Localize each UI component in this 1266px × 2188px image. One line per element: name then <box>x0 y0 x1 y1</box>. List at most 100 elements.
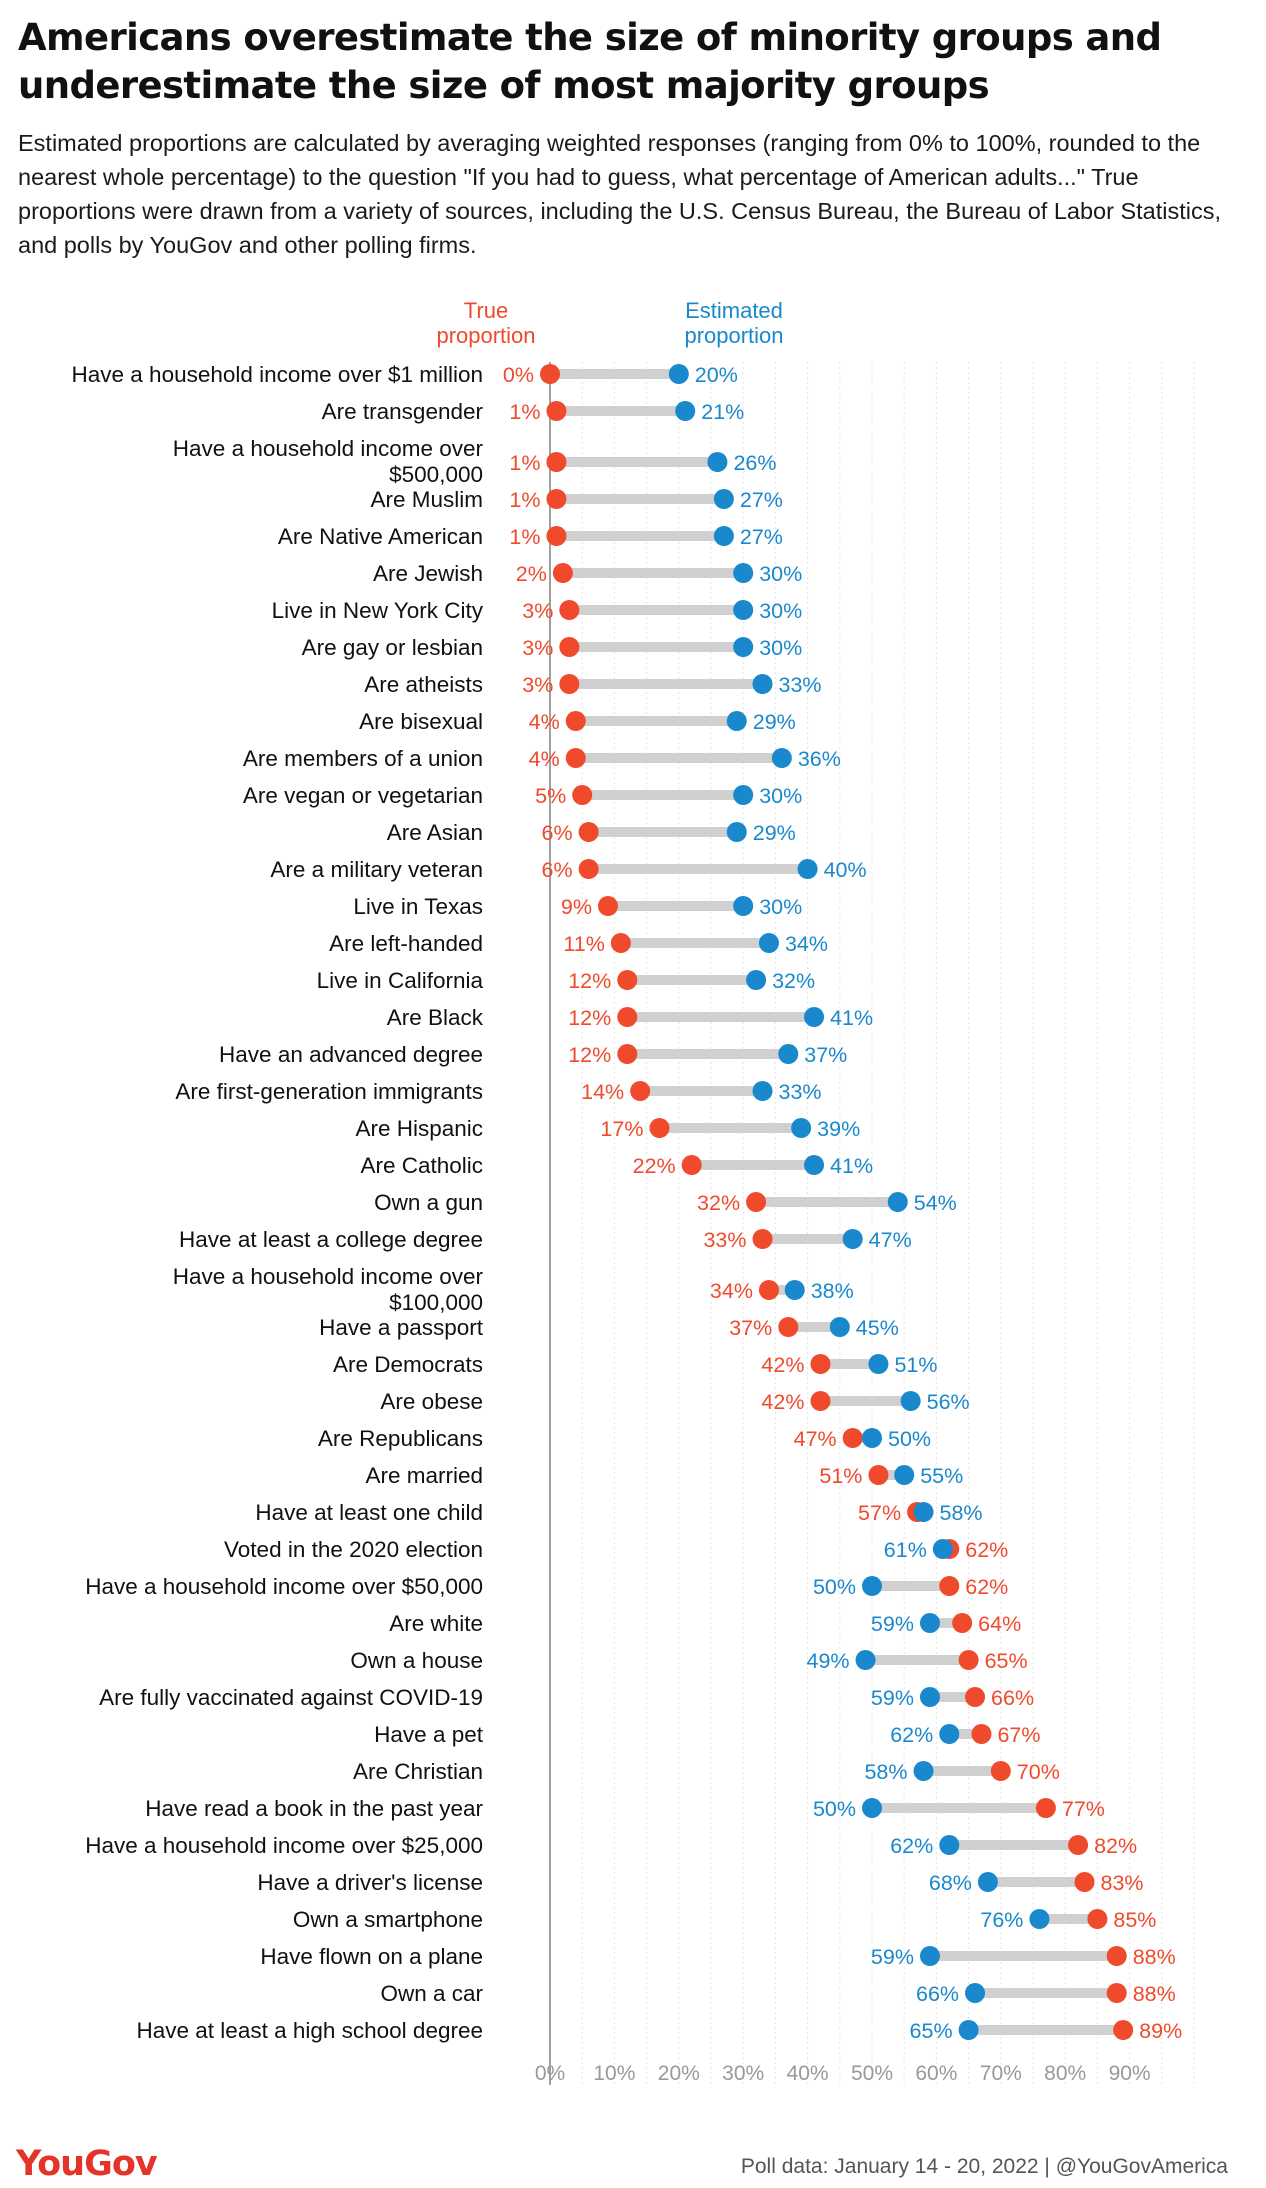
chart-subtitle: Estimated proportions are calculated by … <box>18 130 1222 258</box>
dumbbell-row: Are left-handed 11% 34% <box>329 931 828 956</box>
true-point <box>578 859 599 879</box>
true-value-label: 22% <box>633 1154 676 1178</box>
dumbbell-row: Have a household income over $25,000 82% 6… <box>85 1833 1137 1858</box>
estimated-point <box>707 452 728 472</box>
estimated-point <box>804 1007 825 1027</box>
true-value-label: 4% <box>529 747 560 771</box>
dumbbell-row: Have a pet 67% 62% <box>374 1722 1040 1747</box>
estimated-point <box>797 859 818 879</box>
legend-true-line: True <box>464 298 508 323</box>
category-label: Have a pet <box>374 1722 484 1747</box>
data-rows: Have a household income over $1 million 0… <box>72 362 1183 2043</box>
true-point <box>952 1613 973 1633</box>
true-value-label: 66% <box>991 1686 1034 1710</box>
category-label: Are Muslim <box>370 487 483 512</box>
estimated-point <box>958 2020 979 2040</box>
dumbbell-row: Have flown on a plane 88% 59% <box>260 1944 1175 1969</box>
true-point <box>559 600 580 620</box>
dumbbell-row: Are Muslim 1% 27% <box>370 487 782 512</box>
dumbbell-row: Are Asian 6% 29% <box>387 820 796 845</box>
true-point <box>546 489 567 509</box>
estimated-value-label: 33% <box>779 1080 822 1104</box>
category-label: Are Republicans <box>318 1426 483 1451</box>
estimated-value-label: 38% <box>811 1279 854 1303</box>
x-tick-label: 90% <box>1109 2062 1151 2085</box>
dumbbell-row: Own a gun 32% 54% <box>374 1190 957 1215</box>
true-value-label: 51% <box>819 1464 862 1488</box>
true-value-label: 2% <box>516 562 547 586</box>
estimated-value-label: 30% <box>759 895 802 919</box>
dumbbell-row: Have at least one child 57% 58% <box>255 1500 982 1525</box>
true-value-label: 11% <box>563 932 604 956</box>
estimated-value-label: 59% <box>871 1612 914 1636</box>
estimated-point <box>913 1761 934 1781</box>
dumbbell-row: Are Jewish 2% 30% <box>373 561 802 586</box>
dumbbell-row: Are vegan or vegetarian 5% 30% <box>243 783 802 808</box>
legend-estimated-line: proportion <box>684 323 783 348</box>
estimated-value-label: 27% <box>740 488 783 512</box>
category-label: Are white <box>389 1611 483 1636</box>
x-tick-label: 60% <box>915 2062 957 2085</box>
dumbbell-row: Live in California 12% 32% <box>317 968 815 993</box>
estimated-point <box>733 563 754 583</box>
dumbbell-row: Live in Texas 9% 30% <box>353 894 802 919</box>
estimated-point <box>868 1354 889 1374</box>
true-point <box>617 1007 638 1027</box>
estimated-point <box>932 1539 953 1559</box>
category-label: Are Asian <box>387 820 483 845</box>
estimated-value-label: 39% <box>817 1117 860 1141</box>
estimated-point <box>939 1724 960 1744</box>
true-point <box>1087 1909 1108 1929</box>
true-point <box>578 822 599 842</box>
true-value-label: 12% <box>568 969 611 993</box>
category-label: Are gay or lesbian <box>302 635 483 660</box>
category-label: Voted in the 2020 election <box>224 1537 483 1562</box>
dumbbell-row: Have a passport 37% 45% <box>319 1315 899 1340</box>
estimated-point <box>726 711 747 731</box>
estimated-point <box>726 822 747 842</box>
category-label: Are left-handed <box>329 931 483 956</box>
dumbbell-row: Have read a book in the past year 77% 50% <box>145 1796 1105 1821</box>
true-value-label: 3% <box>522 636 553 660</box>
true-value-label: 33% <box>703 1228 746 1252</box>
estimated-value-label: 58% <box>864 1760 907 1784</box>
true-point <box>958 1650 979 1670</box>
true-point <box>810 1391 831 1411</box>
dumbbell-row: Have a household income over $500,000 1% 26… <box>173 436 777 487</box>
true-value-label: 6% <box>542 858 573 882</box>
category-label: Have at least a college degree <box>179 1227 483 1252</box>
category-label: Are Hispanic <box>355 1116 483 1141</box>
true-value-label: 5% <box>535 784 566 808</box>
true-point <box>965 1687 986 1707</box>
true-point <box>810 1354 831 1374</box>
estimated-point <box>965 1983 986 2003</box>
estimated-value-label: 51% <box>894 1353 937 1377</box>
chart-title: Americans overestimate the size of minor… <box>18 16 1162 107</box>
dumbbell-row: Have a household income over $1 million 0… <box>72 362 738 387</box>
category-label: Are transgender <box>322 399 484 424</box>
dumbbell-row: Are white 64% 59% <box>389 1611 1021 1636</box>
dumbbell-row: Have a household income over $100,000 34% 3… <box>173 1264 854 1315</box>
category-label: Are Jewish <box>373 561 483 586</box>
category-label: Are Native American <box>278 524 483 549</box>
category-label: Have a household income over $100,000 <box>173 1264 484 1315</box>
true-value-label: 34% <box>710 1279 753 1303</box>
true-point <box>746 1192 767 1212</box>
true-point <box>630 1081 651 1101</box>
category-label: Are a military veteran <box>270 857 483 882</box>
category-label: Have a driver's license <box>257 1870 483 1895</box>
true-point <box>939 1576 960 1596</box>
true-value-label: 42% <box>761 1390 804 1414</box>
dumbbell-row: Are Hispanic 17% 39% <box>355 1116 860 1141</box>
estimated-point <box>855 1650 876 1670</box>
true-value-label: 17% <box>600 1117 643 1141</box>
legend-true-line: proportion <box>436 323 535 348</box>
category-label: Own a smartphone <box>293 1907 483 1932</box>
true-value-label: 0% <box>503 363 534 387</box>
estimated-point <box>733 600 754 620</box>
category-label: Have read a book in the past year <box>145 1796 483 1821</box>
estimated-value-label: 34% <box>785 932 828 956</box>
category-label: Own a house <box>350 1648 483 1673</box>
true-value-label: 4% <box>529 710 560 734</box>
